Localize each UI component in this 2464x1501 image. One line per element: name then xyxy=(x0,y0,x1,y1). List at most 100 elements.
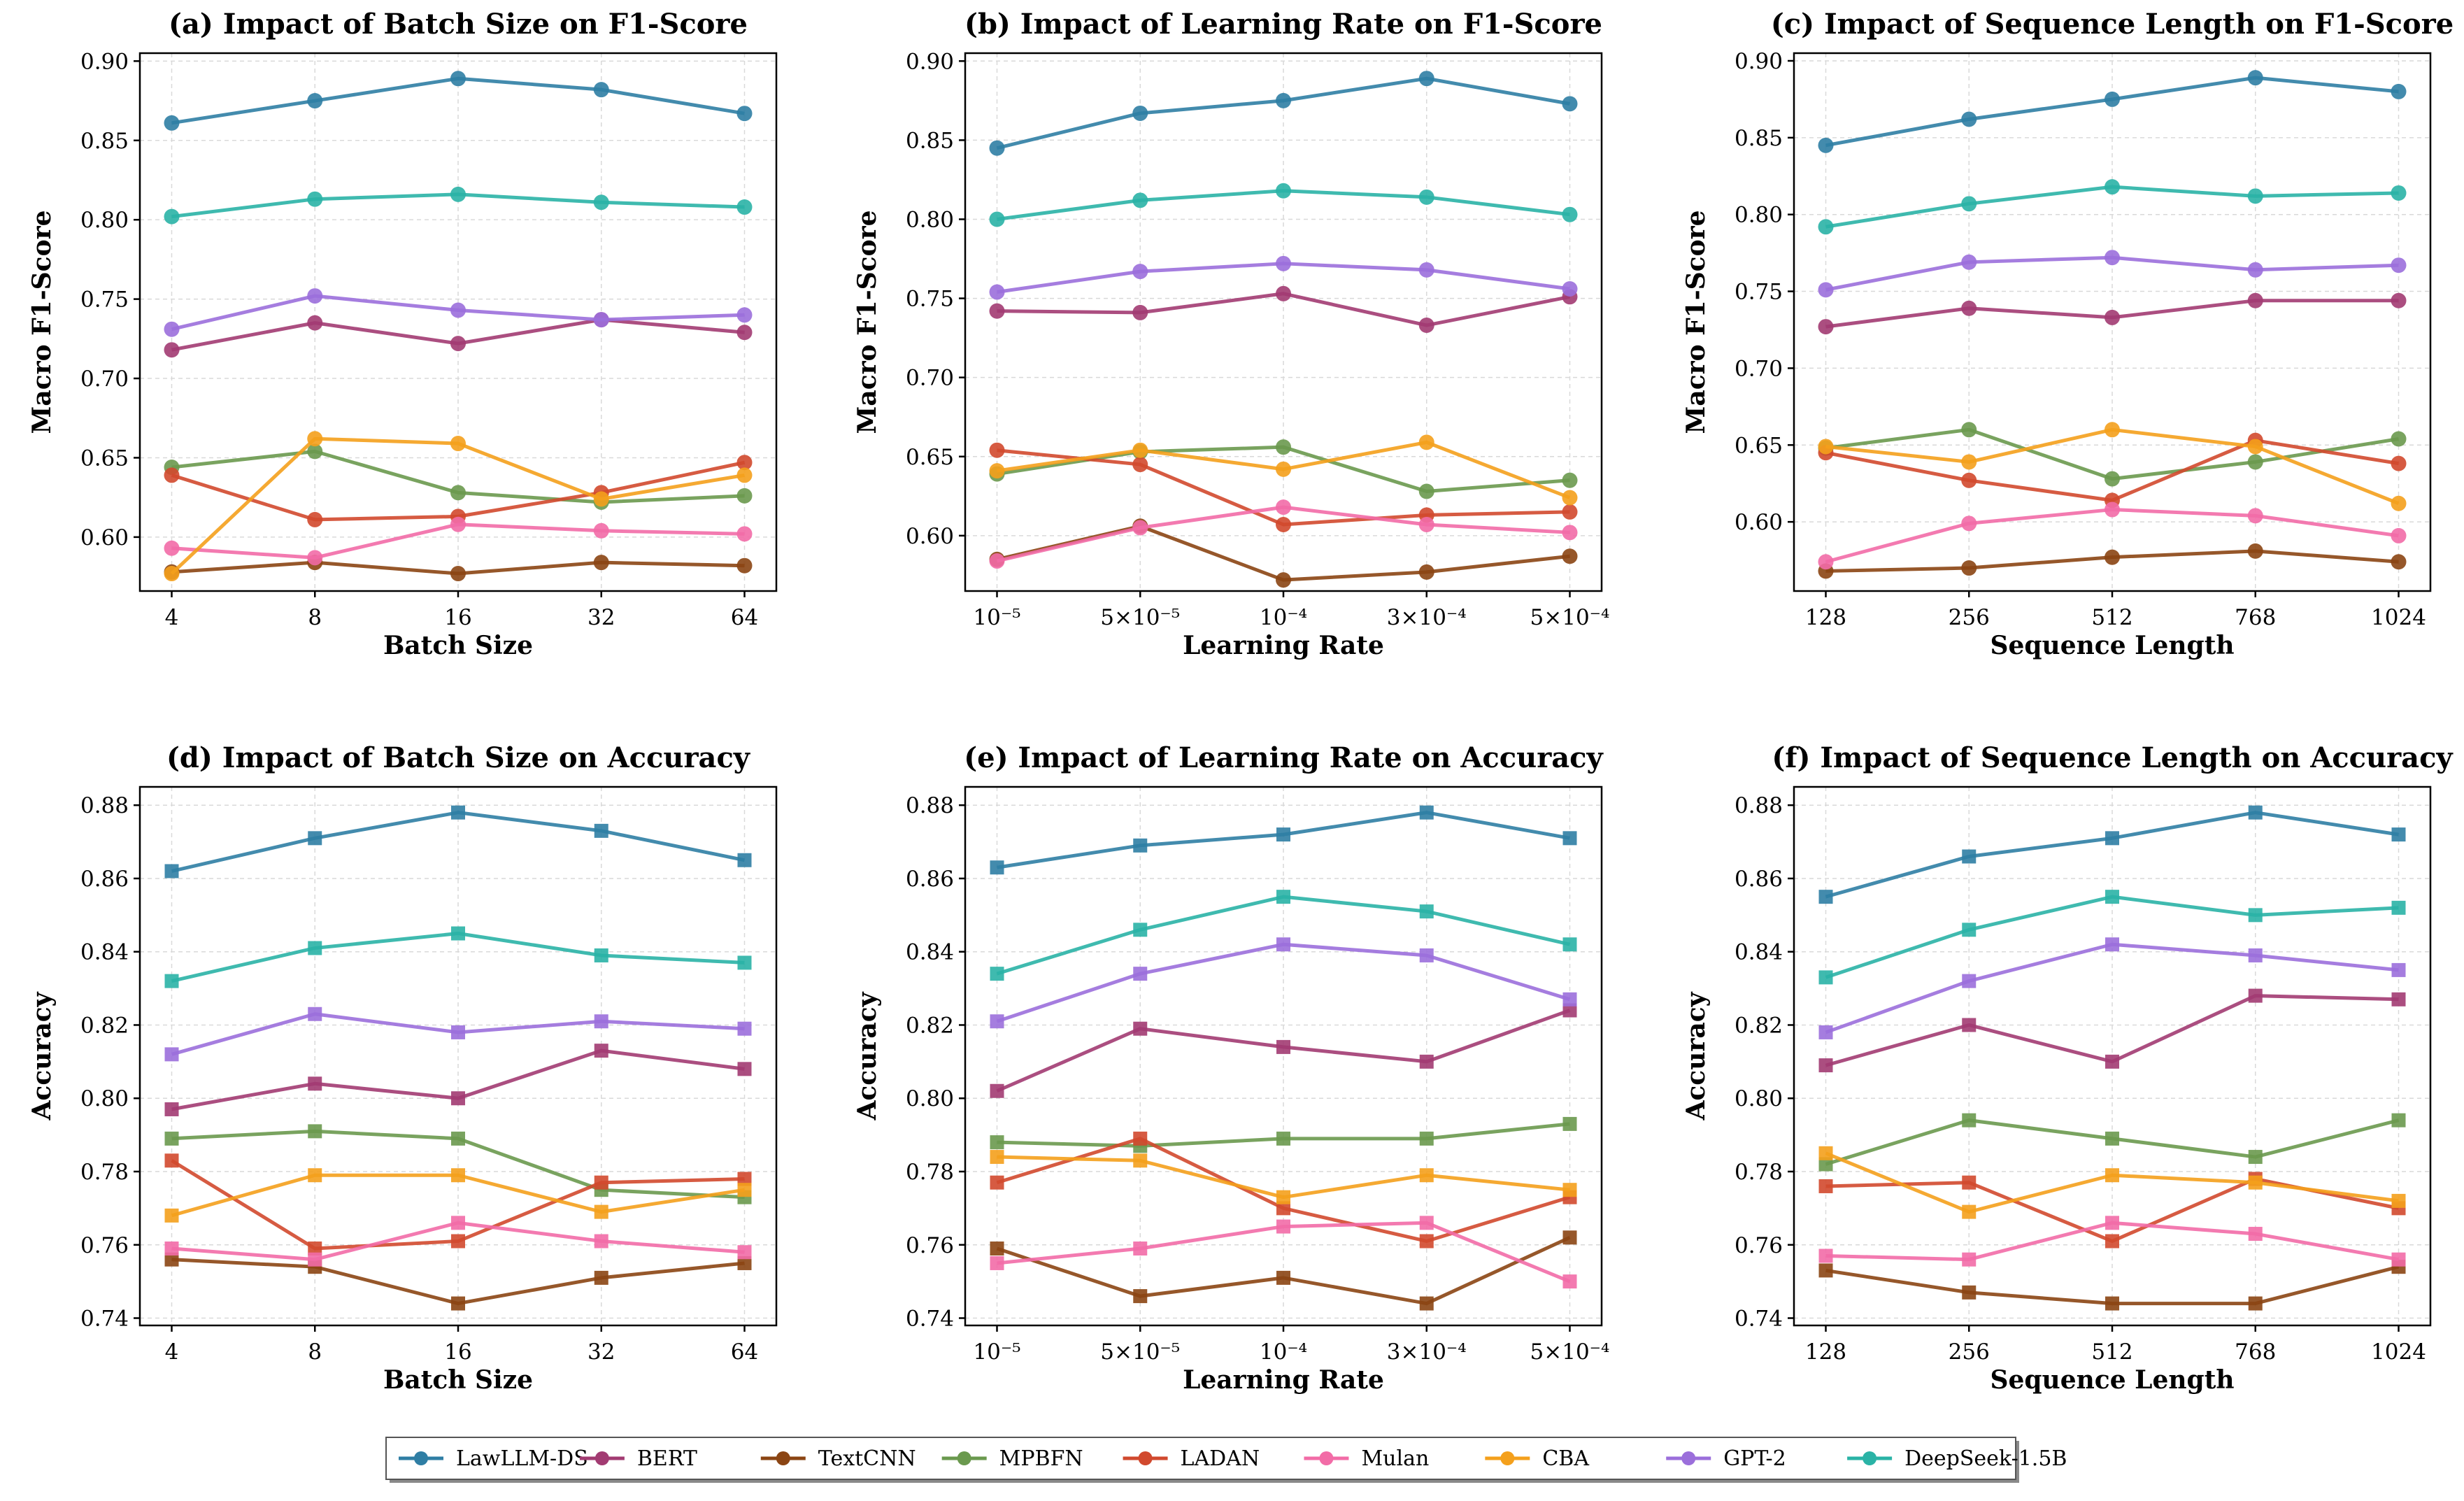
data-point xyxy=(1133,838,1148,853)
series-gpt-2 xyxy=(989,255,1578,300)
data-point xyxy=(164,1131,179,1146)
x-tick-label: 32 xyxy=(587,1339,615,1365)
data-point xyxy=(990,967,1004,981)
data-point xyxy=(1562,1274,1577,1289)
y-tick-label: 0.75 xyxy=(906,287,954,312)
y-tick-label: 0.74 xyxy=(1735,1307,1783,1332)
x-tick-label: 512 xyxy=(2091,1339,2132,1365)
y-tick-label: 0.80 xyxy=(1735,1086,1783,1111)
y-tick-label: 0.75 xyxy=(1735,280,1783,305)
x-tick-label: 5×10⁻⁴ xyxy=(1530,605,1610,630)
data-point xyxy=(2391,900,2406,915)
y-tick-label: 0.85 xyxy=(906,128,954,153)
data-point xyxy=(308,831,322,846)
legend-item: MPBFN xyxy=(941,1446,1083,1471)
data-point xyxy=(164,1047,179,1062)
data-point xyxy=(308,1168,322,1183)
data-point xyxy=(1132,105,1148,121)
legend-item: DeepSeek-1.5B xyxy=(1847,1446,2067,1471)
data-point xyxy=(736,557,753,574)
x-tick-label: 5×10⁻⁴ xyxy=(1530,1339,1610,1365)
data-point xyxy=(451,1234,465,1249)
data-point xyxy=(593,82,609,98)
data-point xyxy=(1818,1157,1833,1172)
data-point xyxy=(1962,1252,1977,1267)
series-deepseek-1-5b xyxy=(989,183,1578,227)
data-point xyxy=(1961,472,1977,488)
data-point xyxy=(1418,262,1434,278)
series-lawllm-ds xyxy=(1818,805,2406,904)
series-mpbfn xyxy=(990,1116,1577,1153)
x-tick-label: 64 xyxy=(731,605,758,630)
data-point xyxy=(164,1102,179,1116)
legend-marker xyxy=(957,1451,971,1465)
x-tick-label: 10⁻⁵ xyxy=(973,605,1020,630)
data-point xyxy=(737,1183,752,1197)
data-point xyxy=(2105,937,2119,952)
legend-label: MPBFN xyxy=(999,1446,1083,1471)
data-point xyxy=(164,974,179,988)
data-point xyxy=(308,1124,322,1139)
data-point xyxy=(164,467,180,483)
data-point xyxy=(1962,923,1977,937)
data-point xyxy=(307,550,323,566)
data-point xyxy=(2248,1175,2263,1190)
data-point xyxy=(2105,471,2120,487)
data-point xyxy=(1133,1289,1148,1304)
series-mulan xyxy=(990,1216,1577,1289)
data-point xyxy=(1962,849,1977,864)
data-point xyxy=(1132,457,1148,473)
y-tick-label: 0.80 xyxy=(1735,203,1783,228)
data-point xyxy=(990,1083,1004,1098)
data-point xyxy=(1418,318,1434,334)
y-tick-label: 0.70 xyxy=(1735,356,1783,381)
data-point xyxy=(2391,292,2407,308)
data-point xyxy=(2391,1113,2406,1127)
x-tick-label: 128 xyxy=(1805,1339,1846,1365)
data-point xyxy=(736,455,753,471)
data-point xyxy=(1962,1285,1977,1300)
data-point xyxy=(990,1135,1004,1150)
legend-label: Mulan xyxy=(1361,1446,1429,1471)
data-point xyxy=(1276,1039,1290,1054)
legend-item: Mulan xyxy=(1304,1446,1429,1471)
data-point xyxy=(1961,254,1977,270)
series-mulan xyxy=(164,516,753,566)
y-tick-label: 0.82 xyxy=(80,1013,129,1038)
y-tick-label: 0.75 xyxy=(80,287,129,313)
data-point xyxy=(2105,422,2120,438)
series-lawllm-ds xyxy=(990,805,1577,875)
data-point xyxy=(308,1252,322,1267)
series-deepseek-1-5b xyxy=(990,890,1577,981)
data-point xyxy=(2391,431,2407,447)
series-mulan xyxy=(989,499,1578,569)
data-point xyxy=(1419,1216,1434,1230)
data-point xyxy=(989,140,1005,156)
y-tick-label: 0.60 xyxy=(80,525,129,550)
x-tick-label: 8 xyxy=(308,1339,322,1365)
data-point xyxy=(989,303,1005,319)
data-point xyxy=(450,485,466,501)
data-point xyxy=(2105,890,2119,904)
data-point xyxy=(450,566,466,582)
data-point xyxy=(308,1006,322,1021)
series-bert xyxy=(1818,988,2406,1073)
series-lawllm-ds xyxy=(164,71,753,131)
data-point xyxy=(990,1255,1004,1270)
data-point xyxy=(2105,250,2120,266)
x-axis-label: Sequence Length xyxy=(1990,631,2234,660)
series-deepseek-1-5b xyxy=(1818,890,2406,985)
x-axis-label: Batch Size xyxy=(383,631,533,660)
data-point xyxy=(1818,1058,1833,1073)
data-point xyxy=(594,1270,608,1285)
x-tick-label: 10⁻⁵ xyxy=(973,1339,1020,1365)
x-tick-label: 1024 xyxy=(2371,605,2426,630)
data-point xyxy=(1562,1230,1577,1245)
data-point xyxy=(1562,1183,1577,1197)
data-point xyxy=(736,199,753,215)
series-cba xyxy=(1818,422,2407,511)
data-point xyxy=(1133,1242,1148,1255)
chart-title: (e) Impact of Learning Rate on Accuracy xyxy=(964,741,1604,774)
data-point xyxy=(1132,192,1148,208)
x-tick-label: 768 xyxy=(2235,605,2276,630)
